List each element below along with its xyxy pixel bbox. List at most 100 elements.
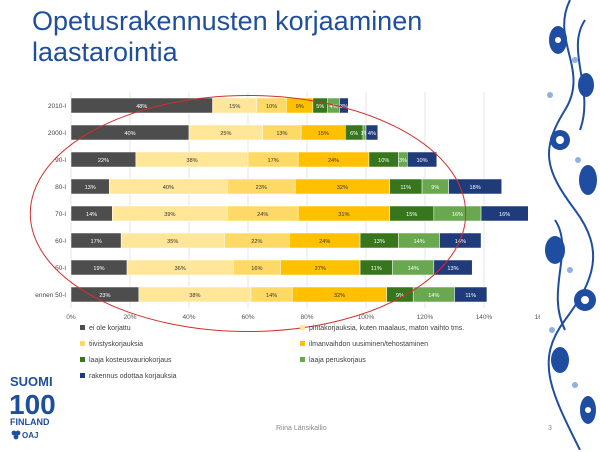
y-category-label: 2010-l [48, 103, 67, 110]
data-label: 15% [229, 104, 240, 110]
annotation-ellipse [29, 95, 467, 332]
suomi-100-logo: SUOMI 100 FINLAND OAJ [9, 374, 56, 440]
data-label: 32% [337, 185, 348, 191]
data-label: 24% [319, 239, 330, 245]
data-label: 17% [90, 239, 101, 245]
data-label: 13% [374, 239, 385, 245]
y-category-label: 60-l [55, 238, 66, 245]
bar-segment [433, 259, 473, 276]
legend-label: laaja kosteusvauriokorjaus [89, 357, 172, 364]
data-label: 48% [136, 104, 147, 110]
data-label: 1% [360, 131, 368, 137]
data-label: 9% [396, 293, 404, 299]
data-label: 4% [330, 104, 338, 110]
x-tick-label: 100% [358, 314, 375, 321]
data-label: 14% [428, 293, 439, 299]
logo-oaj: OAJ [22, 431, 38, 440]
data-label: 11% [400, 185, 411, 191]
y-category-label: 80-l [55, 184, 66, 191]
data-label: 35% [167, 239, 178, 245]
data-label: 3% [340, 104, 348, 110]
x-tick-label: 80% [300, 314, 313, 321]
data-label: 19% [93, 266, 104, 272]
legend-label: pintakorjauksia, kuten maalaus, maton va… [309, 325, 464, 332]
data-label: 22% [98, 158, 109, 164]
data-label: 14% [266, 293, 277, 299]
bar-segment [365, 124, 379, 141]
legend-label: tiivistyskorjauksia [89, 341, 143, 348]
data-label: 31% [338, 212, 349, 218]
y-category-label: ennen 50-l [35, 292, 66, 299]
legend-label: ilmanvaihdon uusiminen/tehostaminen [309, 341, 428, 348]
data-label: 4% [368, 131, 376, 137]
legend-label: laaja peruskorjaus [309, 357, 366, 364]
data-label: 14% [455, 239, 466, 245]
decorative-floral-border [540, 0, 600, 450]
bar-segment [454, 286, 488, 303]
data-label: 13% [447, 266, 458, 272]
data-label: 23% [99, 293, 110, 299]
data-label: 39% [164, 212, 175, 218]
oaj-icon [11, 430, 21, 440]
y-category-label: 2000-l [48, 130, 67, 137]
x-tick-label: 60% [241, 314, 254, 321]
legend-swatch [80, 325, 85, 330]
legend-swatch [80, 373, 85, 378]
data-label: 27% [315, 266, 326, 272]
data-label: 3% [399, 158, 407, 164]
data-label: 13% [276, 131, 287, 137]
legend-swatch [80, 341, 85, 346]
data-label: 11% [465, 293, 476, 299]
data-label: 14% [86, 212, 97, 218]
data-label: 40% [124, 131, 135, 137]
slide-footer: Riina Länsikallio 3 [0, 425, 600, 439]
data-label: 22% [251, 239, 262, 245]
data-label: 17% [267, 158, 278, 164]
footer-author: Riina Länsikallio [276, 425, 327, 432]
y-category-label: 50-l [55, 265, 66, 272]
legend-label: rakennus odottaa korjauksia [89, 373, 177, 380]
data-label: 36% [175, 266, 186, 272]
logo-finland: FINLAND [10, 417, 50, 427]
x-tick-label: 140% [476, 314, 493, 321]
legend-swatch [80, 357, 85, 362]
data-label: 24% [257, 212, 268, 218]
data-label: 25% [220, 131, 231, 137]
stacked-bar-chart: 0%20%40%60%80%100%120%140%160%2010-l48%1… [29, 92, 552, 380]
data-label: 5% [316, 104, 324, 110]
legend-label: ei ole korjattu [89, 325, 131, 332]
data-label: 11% [371, 266, 382, 272]
bar-segment [339, 97, 349, 114]
data-label: 16% [251, 266, 262, 272]
data-label: 9% [296, 104, 304, 110]
data-label: 10% [266, 104, 277, 110]
legend-swatch [300, 325, 305, 330]
data-label: 38% [189, 293, 200, 299]
data-label: 14% [413, 239, 424, 245]
x-tick-label: 0% [66, 314, 76, 321]
slide-title: Opetusrakennusten korjaaminen laastaroin… [32, 6, 423, 67]
data-label: 40% [163, 185, 174, 191]
bar-segment [407, 151, 438, 168]
data-label: 15% [318, 131, 329, 137]
data-label: 32% [334, 293, 345, 299]
data-label: 16% [452, 212, 463, 218]
data-label: 38% [186, 158, 197, 164]
x-tick-label: 40% [182, 314, 195, 321]
y-category-label: 70-l [55, 211, 66, 218]
data-label: 10% [416, 158, 427, 164]
x-tick-label: 20% [123, 314, 136, 321]
bar-segment [480, 205, 529, 222]
data-label: 18% [470, 185, 481, 191]
data-label: 6% [350, 131, 358, 137]
legend-swatch [300, 357, 305, 362]
logo-suomi: SUOMI [10, 374, 53, 389]
data-label: 14% [408, 266, 419, 272]
y-category-label: 90-l [55, 157, 66, 164]
data-label: 23% [256, 185, 267, 191]
data-label: 9% [431, 185, 439, 191]
page-number: 3 [548, 425, 552, 432]
legend-swatch [300, 341, 305, 346]
data-label: 24% [328, 158, 339, 164]
data-label: 15% [406, 212, 417, 218]
